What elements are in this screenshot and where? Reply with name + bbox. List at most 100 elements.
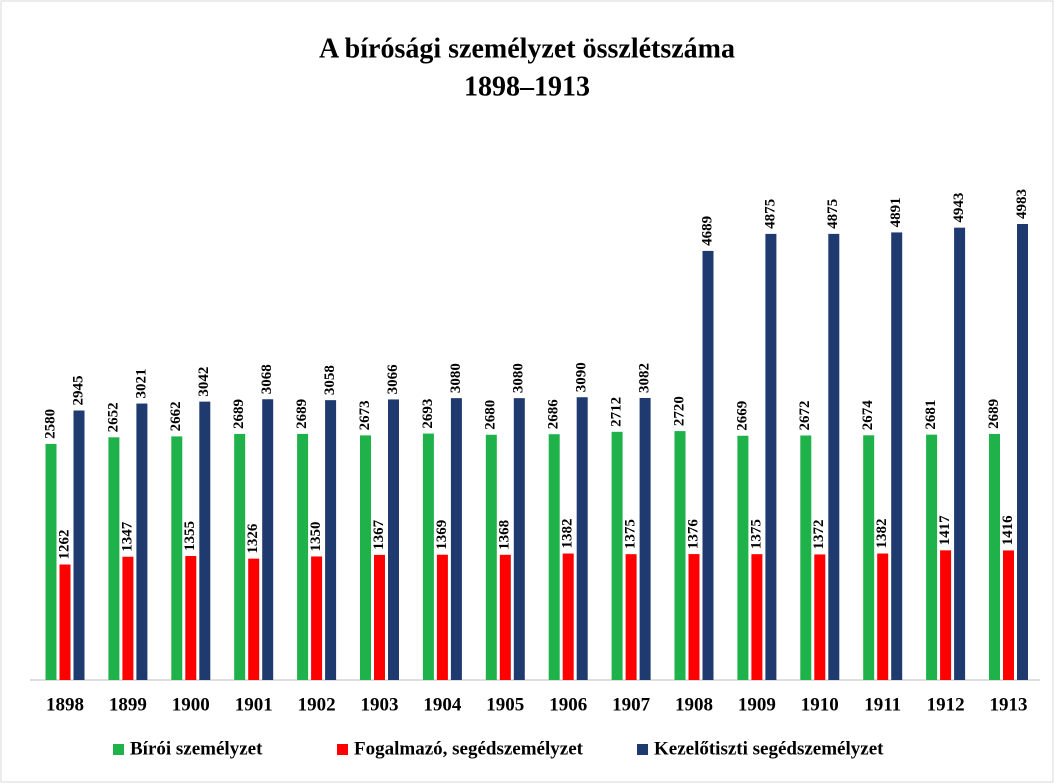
chart: A bírósági személyzet összlétszáma 1898–… <box>0 0 1054 783</box>
bar <box>863 435 874 680</box>
data-label: 4983 <box>1014 189 1030 219</box>
bar <box>451 398 462 680</box>
bar <box>828 234 839 680</box>
bar <box>500 555 511 680</box>
bar <box>703 251 714 680</box>
bar <box>388 399 399 680</box>
bar <box>136 404 147 680</box>
x-tick-label: 1909 <box>738 694 776 715</box>
chart-title: A bírósági személyzet összlétszáma <box>319 33 735 64</box>
bar <box>374 555 385 680</box>
data-label: 1375 <box>748 519 764 549</box>
bar <box>737 436 748 680</box>
legend-label: Kezelőtiszti segédszemélyzet <box>654 738 884 759</box>
x-tick-label: 1904 <box>423 694 462 715</box>
data-label: 3080 <box>511 363 527 393</box>
data-label: 2669 <box>734 401 750 431</box>
x-tick-label: 1907 <box>612 694 651 715</box>
data-label: 3021 <box>133 369 149 399</box>
data-label: 2689 <box>231 399 247 429</box>
data-label: 1375 <box>623 519 639 549</box>
data-label: 1326 <box>245 523 261 554</box>
data-label: 2720 <box>671 396 687 426</box>
data-label: 3066 <box>385 364 401 395</box>
bar <box>360 435 371 680</box>
bar <box>640 398 651 680</box>
bar <box>234 434 245 680</box>
bar <box>46 444 57 680</box>
bar <box>311 556 322 680</box>
x-tick-label: 1902 <box>298 694 336 715</box>
bar <box>926 435 937 680</box>
data-label: 1372 <box>811 519 827 549</box>
bar <box>577 397 588 680</box>
data-label: 4943 <box>951 193 967 223</box>
x-tick-label: 1899 <box>109 694 147 715</box>
bar <box>437 555 448 680</box>
data-label: 1347 <box>119 521 135 552</box>
bar <box>423 434 434 680</box>
data-label: 4689 <box>699 216 715 246</box>
x-tick-label: 1905 <box>486 694 524 715</box>
data-label: 1355 <box>182 521 198 551</box>
data-label: 2689 <box>294 399 310 429</box>
data-label: 4875 <box>825 199 841 229</box>
data-label: 2945 <box>70 375 86 405</box>
legend-label: Bírói személyzet <box>130 738 263 759</box>
data-label: 2686 <box>546 399 562 430</box>
data-label: 1367 <box>371 519 387 550</box>
bar <box>954 228 965 680</box>
data-label: 2712 <box>609 397 625 427</box>
bar <box>989 434 1000 680</box>
data-label: 4891 <box>888 197 904 227</box>
data-label: 2580 <box>42 409 58 439</box>
data-label: 1382 <box>874 519 890 549</box>
bar <box>751 554 762 680</box>
bar <box>765 234 776 680</box>
data-label: 1368 <box>497 520 513 550</box>
data-label: 2674 <box>860 400 876 431</box>
x-tick-label: 1910 <box>801 694 839 715</box>
bar <box>185 556 196 680</box>
bar <box>800 435 811 680</box>
bar <box>626 554 637 680</box>
bar <box>262 399 273 680</box>
x-tick-label: 1911 <box>864 694 901 715</box>
data-label: 2689 <box>986 399 1002 429</box>
data-label: 2652 <box>105 402 121 432</box>
data-label: 2672 <box>797 400 813 430</box>
x-tick-label: 1908 <box>675 694 713 715</box>
legend-swatch <box>113 744 124 755</box>
legend-label: Fogalmazó, segédszemélyzet <box>354 738 584 759</box>
data-label: 1350 <box>308 521 324 551</box>
bar <box>612 432 623 680</box>
bar <box>675 431 686 680</box>
bar <box>563 554 574 680</box>
bar <box>486 435 497 680</box>
bar <box>108 437 119 680</box>
x-tick-label: 1900 <box>172 694 210 715</box>
data-label: 1369 <box>434 520 450 550</box>
x-tick-label: 1906 <box>549 694 587 715</box>
bar <box>891 232 902 680</box>
data-label: 1262 <box>56 530 72 560</box>
data-label: 1382 <box>560 519 576 549</box>
x-tick-label: 1901 <box>235 694 273 715</box>
data-label: 3058 <box>322 365 338 395</box>
data-label: 2681 <box>923 400 939 430</box>
legend-swatch <box>337 744 348 755</box>
data-label: 2680 <box>483 400 499 430</box>
bar <box>60 565 71 680</box>
x-tick-label: 1898 <box>46 694 84 715</box>
data-label: 1416 <box>1000 515 1016 546</box>
data-label: 3068 <box>259 364 275 394</box>
data-label: 3082 <box>637 363 653 393</box>
x-tick-label: 1912 <box>927 694 965 715</box>
data-label: 2662 <box>168 401 184 431</box>
data-label: 2693 <box>420 399 436 429</box>
data-label: 3080 <box>448 363 464 393</box>
bar <box>689 554 700 680</box>
bar <box>514 398 525 680</box>
bar <box>171 436 182 680</box>
chart-subtitle: 1898–1913 <box>464 71 590 102</box>
